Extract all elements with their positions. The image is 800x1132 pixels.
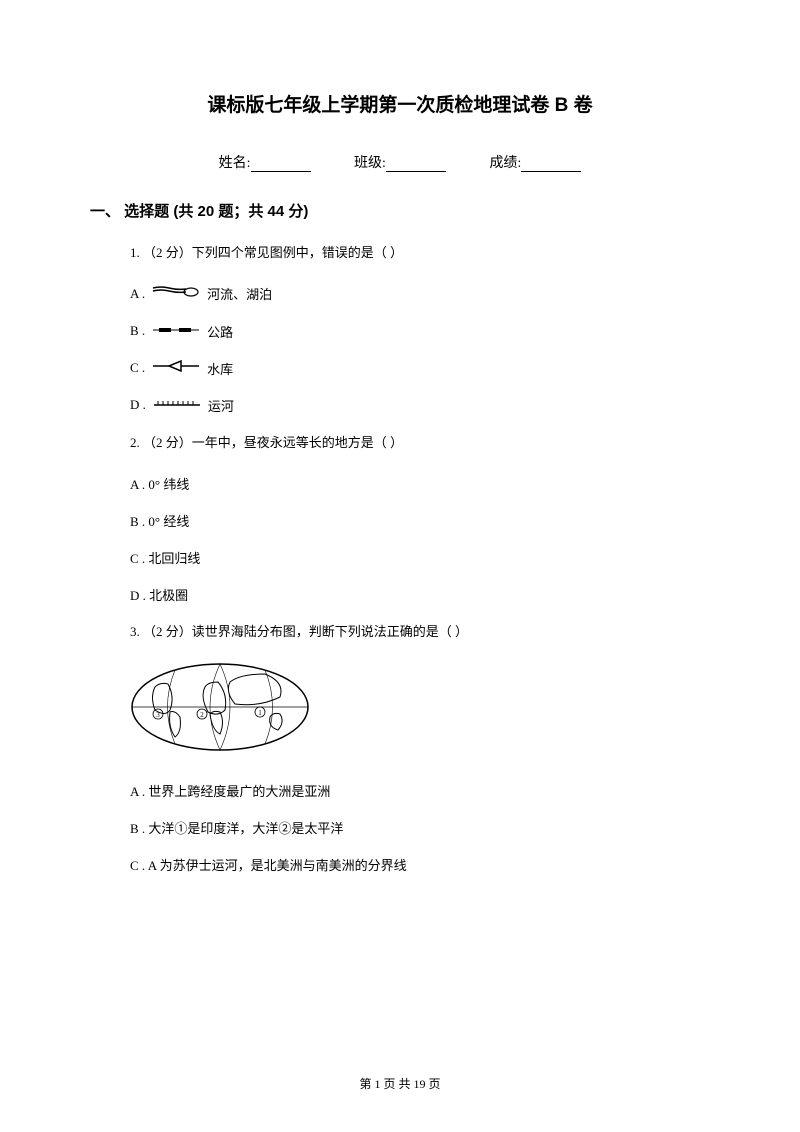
q1-c-text: 水库 [207,359,233,378]
q2-option-a: A . 0° 纬线 [130,474,710,493]
class-underline [386,156,446,172]
q1-option-c: C . 水库 [130,359,710,378]
class-label: 班级: [354,156,386,171]
q1-b-label: B . [130,323,145,339]
q1-d-label: D . [130,397,146,413]
page-footer: 第 1 页 共 19 页 [0,1075,800,1092]
q3-option-b: B . 大洋①是印度洋，大洋②是太平洋 [130,818,710,837]
q3-option-a: A . 世界上跨经度最广的大洲是亚洲 [130,781,710,800]
reservoir-icon [151,359,201,377]
q3-stem: 3. （2 分）读世界海陆分布图，判断下列说法正确的是（ ） [130,622,710,643]
canal-icon [152,397,202,413]
highway-icon [151,323,201,339]
q2-option-b: B . 0° 经线 [130,511,710,530]
svg-text:3: 3 [156,711,160,719]
score-underline [521,156,581,172]
q1-stem: 1. （2 分）下列四个常见图例中，错误的是（ ） [130,243,710,264]
exam-title: 课标版七年级上学期第一次质检地理试卷 B 卷 [90,90,710,117]
q1-c-label: C . [130,360,145,376]
q1-option-a: A . 河流、湖泊 [130,284,710,304]
q2-option-c: C . 北回归线 [130,548,710,567]
q1-d-text: 运河 [208,396,234,415]
q3-option-c: C . A 为苏伊士运河，是北美洲与南美洲的分界线 [130,855,710,874]
section-title: 一、 选择题 (共 20 题；共 44 分) [90,200,710,221]
score-label: 成绩: [489,156,521,171]
q1-a-text: 河流、湖泊 [207,284,272,303]
q1-option-d: D . 运河 [130,396,710,415]
svg-text:2: 2 [200,711,204,719]
q1-option-b: B . 公路 [130,322,710,341]
student-info: 姓名: 班级: 成绩: [90,152,710,172]
svg-text:1: 1 [258,709,262,717]
q2-stem: 2. （2 分）一年中，昼夜永远等长的地方是（ ） [130,433,710,454]
q2-option-d: D . 北极圈 [130,585,710,604]
river-lake-icon [151,284,201,304]
q1-a-label: A . [130,286,145,302]
name-underline [251,156,311,172]
name-label: 姓名: [219,156,251,171]
world-map-figure: 1 2 3 [130,662,710,757]
q1-b-text: 公路 [207,322,233,341]
